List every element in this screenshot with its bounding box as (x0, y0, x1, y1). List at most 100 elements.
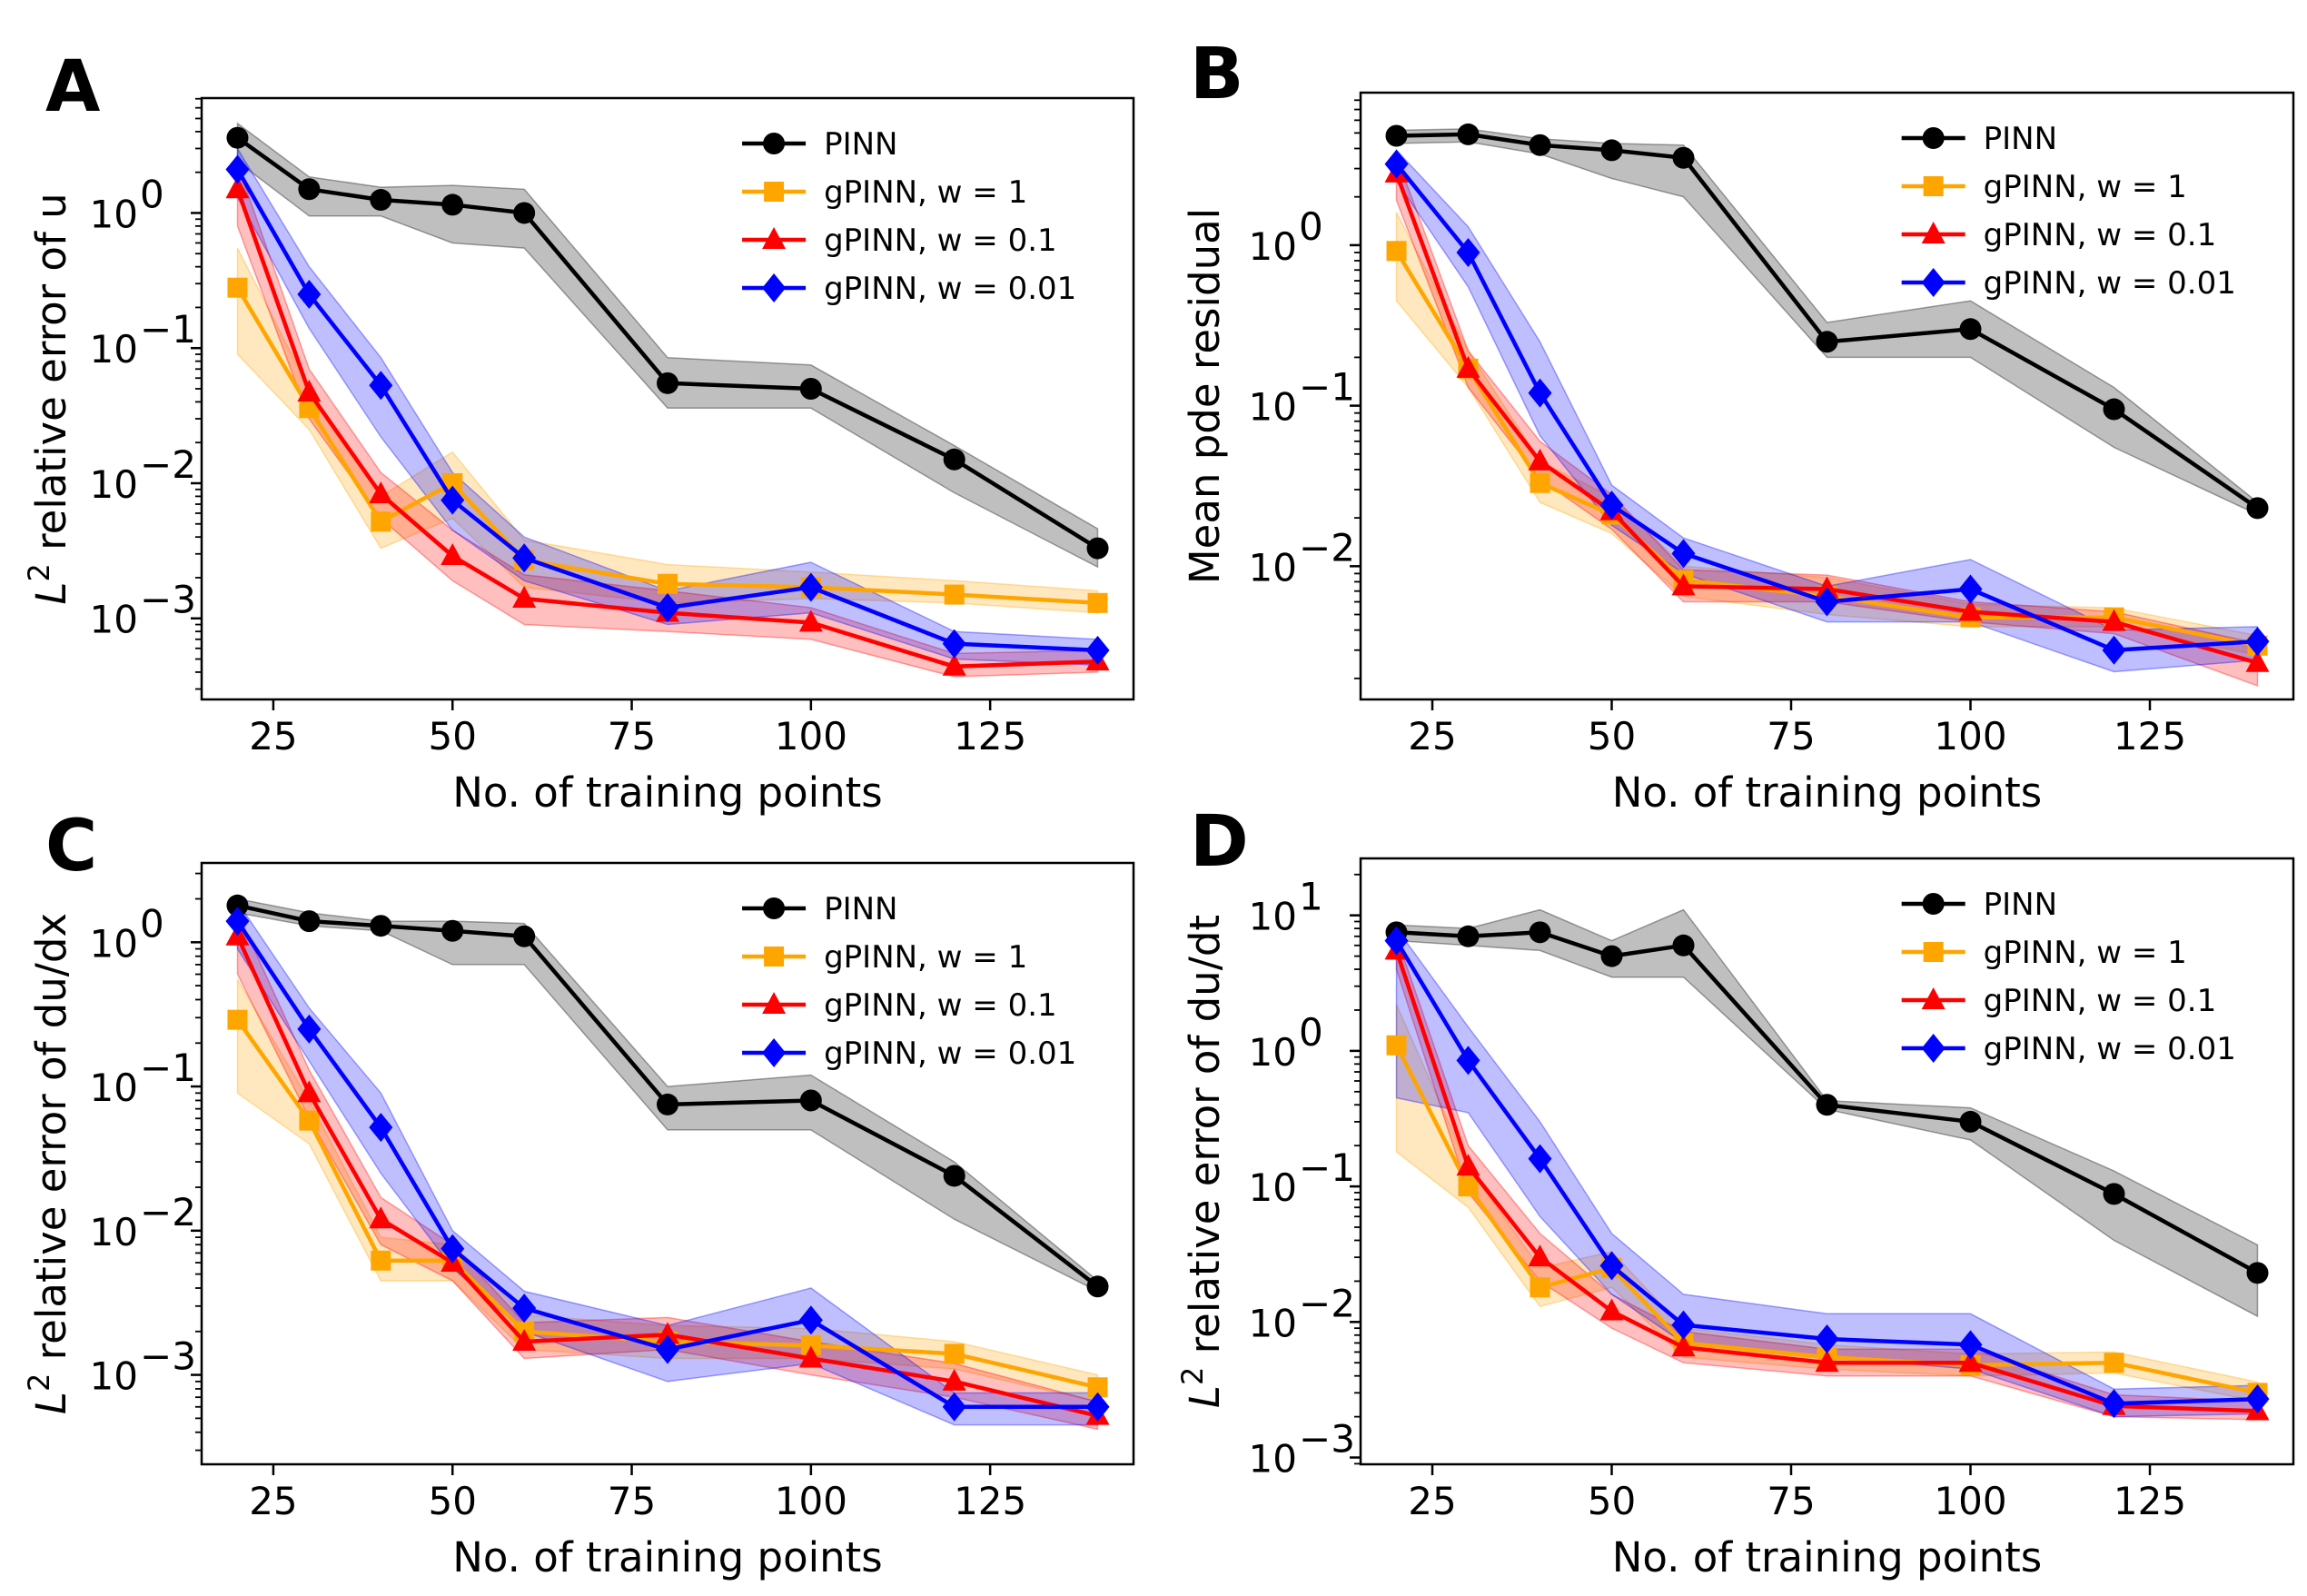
point-b-series-0-0 (1385, 124, 1408, 147)
point-a-series-3-6 (798, 572, 823, 602)
point-d-series-0-2 (1529, 921, 1551, 944)
point-a-series-0-1 (298, 178, 321, 201)
legend-marker-d-1 (1923, 942, 1944, 962)
point-b-series-2-4 (1671, 573, 1696, 596)
point-b-series-3-5 (1815, 587, 1839, 617)
point-a-series-3-4 (512, 543, 537, 573)
point-c-series-1-7 (944, 1343, 965, 1364)
point-a-series-3-7 (942, 629, 966, 659)
point-a-series-3-0 (225, 154, 250, 184)
point-c-series-2-6 (798, 1345, 823, 1368)
point-c-series-3-7 (942, 1392, 966, 1422)
x-tick-label-b-0: 25 (1408, 714, 1456, 758)
point-a-series-2-6 (798, 610, 823, 632)
point-c-series-3-6 (798, 1305, 823, 1335)
point-d-series-0-3 (1600, 945, 1623, 967)
point-d-series-2-4 (1671, 1334, 1696, 1357)
point-a-series-1-3 (442, 472, 463, 493)
legend-marker-a-1 (764, 182, 785, 202)
point-a-series-0-5 (657, 372, 678, 394)
point-a-series-0-7 (943, 448, 965, 471)
legend-marker-c-2 (762, 992, 787, 1014)
point-d-series-3-3 (1599, 1251, 1624, 1281)
point-c-series-1-0 (227, 1009, 248, 1030)
band-d-series-0 (1395, 908, 2259, 1318)
legend-label-d-0: PINN (1984, 887, 2057, 923)
y-tick-label-d-1: 10 (1249, 1301, 1297, 1345)
point-a-series-2-1 (297, 379, 322, 401)
point-a-series-0-4 (513, 202, 536, 224)
point-b-series-0-8 (2246, 497, 2269, 520)
point-b-series-3-8 (2245, 627, 2270, 657)
x-tick-label-d-3: 100 (1934, 1479, 2006, 1523)
y-tick-label-a-1: 10 (90, 462, 138, 507)
legend-marker-b-2 (1921, 222, 1946, 243)
y-tick-label-d-4: 10 (1249, 895, 1297, 939)
x-tick-label-b-1: 50 (1588, 714, 1636, 758)
point-a-series-0-3 (441, 193, 464, 216)
y-tick-label-c-2: 10 (90, 1066, 138, 1110)
legend-b: PINN gPINN, w = 1 gPINN, w = 0.1 gPINN, w =… (1901, 121, 2236, 302)
point-b-series-0-2 (1529, 134, 1551, 156)
point-b-series-0-6 (1959, 318, 1982, 341)
point-a-series-0-6 (799, 377, 822, 400)
point-d-series-3-0 (1384, 926, 1409, 956)
point-a-series-0-2 (370, 189, 392, 212)
y-tick-label-a-3: 10 (90, 192, 138, 236)
y-tick-exp-c-2: −1 (140, 1046, 196, 1090)
point-a-series-0-0 (226, 126, 249, 149)
point-b-series-2-2 (1528, 448, 1552, 471)
point-b-series-3-6 (1958, 574, 1983, 604)
y-axis-label-power-c: 2 (22, 1373, 56, 1392)
point-a-series-1-1 (299, 398, 320, 419)
y-tick-label-c-3: 10 (90, 921, 138, 966)
point-d-series-3-6 (1958, 1330, 1983, 1360)
y-tick-exp-d-2: −1 (1299, 1145, 1355, 1190)
point-d-series-2-1 (1456, 1154, 1480, 1176)
point-d-series-3-2 (1528, 1144, 1552, 1174)
y-tick-label-d-3: 10 (1249, 1030, 1297, 1075)
x-tick-label-c-2: 75 (608, 1479, 656, 1523)
x-tick-label-c-1: 50 (429, 1479, 477, 1523)
point-a-series-3-2 (369, 371, 393, 401)
point-b-series-0-5 (1816, 331, 1838, 353)
y-tick-label-b-1: 10 (1249, 385, 1297, 430)
y-axis-label-symbol-a: L (27, 582, 75, 605)
point-c-series-3-5 (656, 1334, 679, 1364)
legend-label-a-2: gPINN, w = 0.1 (824, 223, 1057, 259)
legend-label-c-3: gPINN, w = 0.01 (824, 1036, 1076, 1072)
y-tick-exp-c-0: −3 (140, 1334, 196, 1379)
y-tick-label-c-1: 10 (90, 1210, 138, 1254)
legend-label-a-3: gPINN, w = 0.01 (824, 271, 1076, 307)
point-a-series-1-0 (227, 277, 248, 298)
point-d-series-1-1 (1458, 1176, 1479, 1197)
y-tick-label-a-0: 10 (90, 598, 138, 642)
legend-label-c-1: gPINN, w = 1 (824, 939, 1027, 976)
point-b-series-3-1 (1456, 237, 1480, 267)
y-tick-label-d-0: 10 (1249, 1437, 1297, 1482)
point-c-series-2-4 (512, 1328, 537, 1351)
legend-marker-d-3 (1921, 1034, 1946, 1063)
legend-marker-d-2 (1921, 987, 1946, 1009)
point-c-series-0-3 (441, 919, 464, 942)
x-tick-label-a-0: 25 (249, 714, 297, 758)
y-tick-exp-b-0: −2 (1299, 525, 1355, 570)
x-tick-label-a-4: 125 (954, 714, 1026, 758)
point-c-series-1-8 (1087, 1377, 1108, 1398)
y-axis-label-text-c: relative error of du/dx (27, 913, 75, 1373)
point-b-series-3-3 (1599, 491, 1624, 520)
legend-label-c-2: gPINN, w = 0.1 (824, 987, 1057, 1024)
x-tick-label-c-4: 125 (954, 1479, 1026, 1523)
point-a-series-3-5 (656, 592, 679, 622)
point-a-series-0-8 (1086, 537, 1109, 560)
axes-frame-b (1359, 91, 2295, 701)
legend-label-d-2: gPINN, w = 0.1 (1984, 983, 2217, 1019)
line-a-series-1 (235, 286, 1098, 606)
legend-a: PINN gPINN, w = 1 gPINN, w = 0.1 gPINN, w =… (742, 126, 1076, 307)
legend-marker-b-0 (1922, 127, 1945, 149)
x-tick-label-a-3: 100 (775, 714, 847, 758)
point-d-series-2-5 (1815, 1350, 1839, 1373)
legend-label-d-1: gPINN, w = 1 (1984, 935, 2187, 971)
